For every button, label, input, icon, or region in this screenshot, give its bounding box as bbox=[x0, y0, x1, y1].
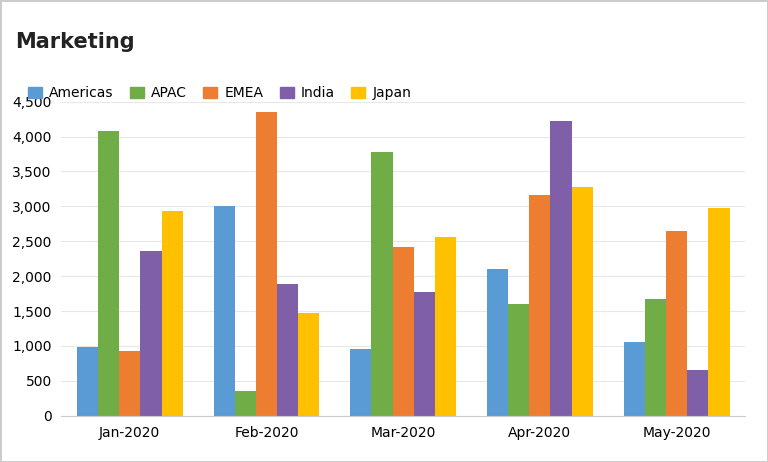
Text: Marketing: Marketing bbox=[15, 32, 135, 52]
Bar bbox=[624, 342, 645, 416]
Bar bbox=[98, 131, 119, 416]
Bar bbox=[551, 121, 571, 416]
Bar bbox=[687, 371, 708, 416]
Bar bbox=[298, 313, 319, 416]
Bar bbox=[161, 211, 183, 416]
Bar bbox=[392, 247, 414, 416]
Bar bbox=[487, 269, 508, 416]
Bar bbox=[508, 304, 529, 416]
Bar bbox=[708, 208, 730, 416]
Bar bbox=[256, 112, 277, 416]
Bar bbox=[645, 298, 666, 416]
Legend: Americas, APAC, EMEA, India, Japan: Americas, APAC, EMEA, India, Japan bbox=[22, 81, 417, 106]
Bar bbox=[350, 349, 372, 416]
Bar bbox=[141, 251, 161, 416]
Bar bbox=[529, 195, 551, 416]
Bar bbox=[119, 351, 141, 416]
Bar bbox=[414, 292, 435, 416]
Bar bbox=[372, 152, 392, 416]
Bar bbox=[435, 237, 456, 416]
Bar bbox=[214, 207, 235, 416]
Bar bbox=[277, 284, 298, 416]
Bar bbox=[77, 347, 98, 416]
Bar bbox=[571, 187, 593, 416]
Bar bbox=[666, 231, 687, 416]
Bar bbox=[235, 391, 256, 416]
